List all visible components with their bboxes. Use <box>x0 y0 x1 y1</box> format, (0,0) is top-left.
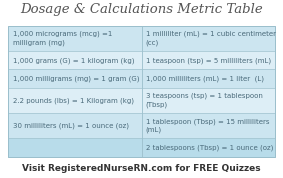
Text: 30 milliliters (mL) = 1 ounce (oz): 30 milliliters (mL) = 1 ounce (oz) <box>13 122 129 129</box>
Bar <box>8 138 142 157</box>
Bar <box>142 69 275 88</box>
Bar <box>8 69 142 88</box>
Text: 2.2 pounds (lbs) = 1 Kilogram (kg): 2.2 pounds (lbs) = 1 Kilogram (kg) <box>13 97 134 104</box>
Bar <box>8 26 142 51</box>
Text: 1,000 grams (G) = 1 kilogram (kg): 1,000 grams (G) = 1 kilogram (kg) <box>13 57 134 64</box>
Text: 1 teaspoon (tsp) = 5 milliliters (mL): 1 teaspoon (tsp) = 5 milliliters (mL) <box>146 57 271 64</box>
Bar <box>8 51 142 69</box>
Text: 1,000 milliliters (mL) = 1 liter  (L): 1,000 milliliters (mL) = 1 liter (L) <box>146 75 264 82</box>
Bar <box>142 26 275 51</box>
Bar <box>8 88 142 113</box>
Bar <box>8 26 275 157</box>
Bar <box>8 113 142 138</box>
Text: 2 tablespoons (Tbsp) = 1 ounce (oz): 2 tablespoons (Tbsp) = 1 ounce (oz) <box>146 144 273 151</box>
Text: 1 tablespoon (Tbsp) = 15 milliliters
(mL): 1 tablespoon (Tbsp) = 15 milliliters (mL… <box>146 118 269 133</box>
Text: Visit RegisteredNurseRN.com for FREE Quizzes: Visit RegisteredNurseRN.com for FREE Qui… <box>22 164 261 173</box>
Bar <box>142 113 275 138</box>
Text: 3 teaspoons (tsp) = 1 tablespoon
(Tbsp): 3 teaspoons (tsp) = 1 tablespoon (Tbsp) <box>146 93 263 108</box>
Text: 1,000 micrograms (mcg) =1
milligram (mg): 1,000 micrograms (mcg) =1 milligram (mg) <box>13 31 112 46</box>
Bar <box>142 138 275 157</box>
Text: 1 milliliter (mL) = 1 cubic centimeter
(cc): 1 milliliter (mL) = 1 cubic centimeter (… <box>146 31 276 46</box>
Bar <box>142 51 275 69</box>
Text: Dosage & Calculations Metric Table: Dosage & Calculations Metric Table <box>20 3 263 16</box>
Bar <box>142 88 275 113</box>
Text: 1,000 milligrams (mg) = 1 gram (G): 1,000 milligrams (mg) = 1 gram (G) <box>13 75 139 82</box>
